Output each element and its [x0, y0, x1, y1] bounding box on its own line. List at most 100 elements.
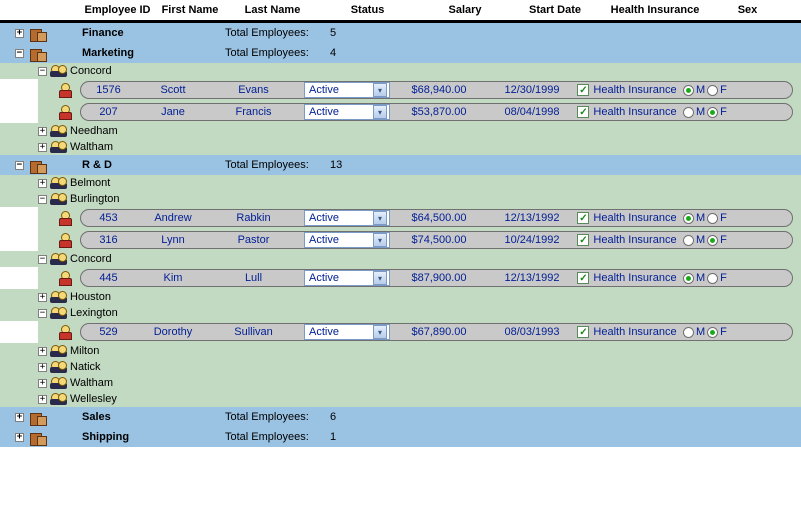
- expand-toggle[interactable]: [38, 143, 47, 152]
- person-icon: [58, 233, 72, 247]
- expand-toggle[interactable]: [38, 293, 47, 302]
- status-dropdown[interactable]: Active ▾: [304, 82, 390, 98]
- expand-toggle[interactable]: [15, 49, 24, 58]
- city-icon: [50, 125, 68, 138]
- city-name: Natick: [68, 361, 101, 373]
- employee-list: 529 Dorothy Sullivan Active ▾ $67,890.00…: [0, 321, 801, 343]
- sex-male-radio[interactable]: [683, 107, 694, 118]
- expand-toggle[interactable]: [15, 161, 24, 170]
- status-value: Active: [309, 326, 339, 338]
- chevron-down-icon[interactable]: ▾: [373, 271, 387, 285]
- sex-male-radio[interactable]: [683, 235, 694, 246]
- chevron-down-icon[interactable]: ▾: [373, 325, 387, 339]
- city-name: Burlington: [68, 193, 120, 205]
- department-icon: [30, 27, 46, 40]
- health-checkbox[interactable]: ✓: [577, 272, 589, 284]
- status-dropdown[interactable]: Active ▾: [304, 270, 390, 286]
- status-value: Active: [309, 272, 339, 284]
- col-employee-id: Employee ID: [80, 4, 155, 16]
- col-sex: Sex: [715, 4, 780, 16]
- department-icon: [30, 431, 46, 444]
- emp-id: 316: [81, 234, 136, 246]
- health-checkbox[interactable]: ✓: [577, 234, 589, 246]
- sex-male-radio[interactable]: [683, 213, 694, 224]
- sex-female-radio[interactable]: [707, 327, 718, 338]
- total-employees-value: 13: [320, 159, 360, 171]
- city-icon: [50, 193, 68, 206]
- emp-first-name: Lynn: [136, 234, 206, 246]
- expand-toggle[interactable]: [38, 67, 47, 76]
- sex-female-radio[interactable]: [707, 273, 718, 284]
- sex-male-label: M: [696, 326, 705, 338]
- expand-toggle[interactable]: [38, 179, 47, 188]
- health-checkbox[interactable]: ✓: [577, 326, 589, 338]
- expand-toggle[interactable]: [38, 395, 47, 404]
- sex-male-radio[interactable]: [683, 273, 694, 284]
- sex-male-radio[interactable]: [683, 327, 694, 338]
- expand-toggle[interactable]: [38, 363, 47, 372]
- emp-salary: $68,940.00: [393, 84, 493, 96]
- health-label: Health Insurance: [593, 212, 676, 224]
- person-icon: [58, 211, 72, 225]
- status-dropdown[interactable]: Active ▾: [304, 324, 390, 340]
- city-name: Milton: [68, 345, 99, 357]
- health-checkbox[interactable]: ✓: [577, 106, 589, 118]
- emp-start-date: 08/03/1993: [493, 326, 571, 338]
- expand-toggle[interactable]: [15, 433, 24, 442]
- col-start-date: Start Date: [515, 4, 595, 16]
- emp-last-name: Lull: [206, 272, 301, 284]
- department-icon: [30, 411, 46, 424]
- city-icon: [50, 141, 68, 154]
- sex-female-radio[interactable]: [707, 85, 718, 96]
- status-dropdown[interactable]: Active ▾: [304, 232, 390, 248]
- city-row: Belmont: [0, 175, 801, 191]
- expand-toggle[interactable]: [38, 255, 47, 264]
- city-name: Houston: [68, 291, 111, 303]
- status-dropdown[interactable]: Active ▾: [304, 104, 390, 120]
- city-row: Lexington: [0, 305, 801, 321]
- sex-female-radio[interactable]: [707, 235, 718, 246]
- total-employees-label: Total Employees:: [225, 431, 320, 443]
- employee-row: 453 Andrew Rabkin Active ▾ $64,500.00 12…: [38, 207, 801, 229]
- emp-id: 529: [81, 326, 136, 338]
- department-icon: [30, 159, 46, 172]
- expand-toggle[interactable]: [38, 347, 47, 356]
- city-row: Concord: [0, 251, 801, 267]
- chevron-down-icon[interactable]: ▾: [373, 83, 387, 97]
- sex-female-radio[interactable]: [707, 213, 718, 224]
- chevron-down-icon[interactable]: ▾: [373, 105, 387, 119]
- col-first-name: First Name: [155, 4, 225, 16]
- expand-toggle[interactable]: [38, 309, 47, 318]
- expand-toggle[interactable]: [38, 379, 47, 388]
- health-checkbox[interactable]: ✓: [577, 84, 589, 96]
- employee-row: 207 Jane Francis Active ▾ $53,870.00 08/…: [38, 101, 801, 123]
- department-name: Shipping: [80, 431, 225, 443]
- emp-salary: $64,500.00: [393, 212, 493, 224]
- person-icon: [58, 105, 72, 119]
- sex-female-radio[interactable]: [707, 107, 718, 118]
- sex-female-label: F: [720, 234, 727, 246]
- person-icon: [58, 325, 72, 339]
- emp-first-name: Kim: [136, 272, 206, 284]
- employee-record: 529 Dorothy Sullivan Active ▾ $67,890.00…: [80, 323, 793, 341]
- emp-first-name: Scott: [136, 84, 206, 96]
- health-label: Health Insurance: [593, 326, 676, 338]
- emp-salary: $67,890.00: [393, 326, 493, 338]
- employee-list: 453 Andrew Rabkin Active ▾ $64,500.00 12…: [0, 207, 801, 251]
- expand-toggle[interactable]: [38, 195, 47, 204]
- department-row: Finance Total Employees: 5: [0, 23, 801, 43]
- status-dropdown[interactable]: Active ▾: [304, 210, 390, 226]
- sex-male-radio[interactable]: [683, 85, 694, 96]
- health-checkbox[interactable]: ✓: [577, 212, 589, 224]
- chevron-down-icon[interactable]: ▾: [373, 211, 387, 225]
- expand-toggle[interactable]: [38, 127, 47, 136]
- chevron-down-icon[interactable]: ▾: [373, 233, 387, 247]
- expand-toggle[interactable]: [15, 413, 24, 422]
- emp-start-date: 12/30/1999: [493, 84, 571, 96]
- total-employees-label: Total Employees:: [225, 411, 320, 423]
- emp-salary: $74,500.00: [393, 234, 493, 246]
- person-icon: [58, 83, 72, 97]
- expand-toggle[interactable]: [15, 29, 24, 38]
- emp-salary: $53,870.00: [393, 106, 493, 118]
- health-label: Health Insurance: [593, 234, 676, 246]
